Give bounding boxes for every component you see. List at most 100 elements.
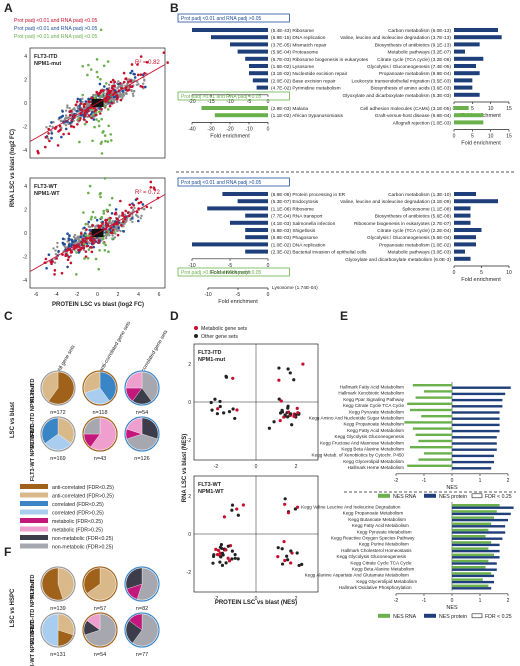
point-green	[93, 96, 97, 100]
bar-up	[454, 213, 471, 218]
enrichment-section-0: Prot padj <0.01 and RNA padj >0.05 (5.4E-…	[177, 13, 512, 119]
point-red	[76, 123, 79, 126]
point-red	[44, 135, 48, 139]
point-blue	[92, 118, 96, 121]
point-other	[224, 374, 228, 378]
point-metabolic	[283, 558, 287, 563]
point-gray	[56, 245, 59, 249]
point-other	[224, 561, 228, 565]
bar-nes-rna	[452, 566, 486, 569]
point-blue	[74, 239, 78, 242]
point-green	[106, 60, 110, 63]
point-red	[119, 98, 123, 102]
legend-label: anti-correlated (FDR<0.25)	[52, 485, 114, 491]
point-gray	[66, 104, 69, 107]
point-gray	[69, 254, 72, 258]
panel-letter-a: A	[4, 1, 13, 15]
point-green	[110, 196, 114, 200]
term-label: Glyoxylate and dicarboxylate metabolism …	[345, 257, 451, 263]
point-red	[115, 97, 119, 101]
point-metabolic	[216, 548, 221, 552]
point-gray	[132, 94, 135, 98]
point-other	[267, 426, 271, 430]
point-gray	[116, 100, 119, 103]
point-blue	[64, 127, 68, 131]
bar-up	[454, 242, 476, 247]
point-gray	[140, 214, 143, 218]
term-label: Hallmark Heme Metabolism	[348, 465, 405, 470]
tick-label: 0	[24, 101, 27, 107]
point-gray	[81, 100, 84, 104]
point-gray	[131, 92, 135, 95]
point-red	[47, 127, 50, 131]
point-other	[219, 555, 223, 559]
bar-nes-rna	[407, 464, 452, 467]
point-green	[102, 130, 105, 133]
point-blue	[50, 132, 54, 135]
point-green	[99, 195, 102, 199]
term-label: Kegg Fatty Acid Metabolism	[352, 523, 409, 528]
term-label: Kegg Amino And Nucleotide Sugar Metaboli…	[309, 416, 404, 421]
point-red	[37, 151, 40, 155]
point-green	[107, 124, 111, 128]
point-red	[139, 73, 143, 77]
tick-label: 0	[453, 134, 456, 140]
term-label: Kegg Propanoate Metabolism	[343, 511, 404, 516]
term-label: Kegg Butanoate Metabolism	[348, 517, 406, 522]
point-red	[68, 113, 72, 117]
point-other	[280, 410, 285, 414]
bar-up	[454, 92, 480, 97]
point-gray	[102, 92, 105, 95]
point-red	[58, 128, 62, 132]
point-red	[107, 89, 111, 93]
bar-down	[201, 106, 268, 110]
point-blue	[61, 237, 65, 241]
point-green	[87, 234, 90, 238]
term-label: Kegg Glycolysis Gluconeogenesis	[335, 434, 405, 439]
point-gray	[68, 107, 71, 110]
point-gray	[72, 119, 75, 122]
point-blue	[84, 100, 88, 103]
bar-nes-rna	[452, 578, 483, 581]
tick-label: 0	[24, 231, 27, 237]
point-green	[82, 211, 85, 214]
bar-nes-rna	[452, 572, 492, 575]
term-label: Metabolic pathways (3.0E-03)	[388, 250, 452, 256]
point-metabolic	[289, 561, 293, 565]
enrichment-section-1: Prot padj >0.01 and RNA padj <0.05 (2.9E-…	[177, 91, 512, 147]
point-gray	[142, 82, 145, 85]
point-gray	[119, 229, 122, 233]
point-blue	[70, 243, 74, 246]
bar-nes-rna	[410, 446, 452, 449]
legend-swatch	[20, 526, 48, 532]
genotype-label: NPM1-WT	[34, 191, 60, 197]
bar-nes-protein	[452, 574, 494, 578]
point-other	[230, 503, 235, 507]
point-metabolic	[226, 556, 230, 560]
term-label: Valine, leucine and isoleucine degradati…	[340, 35, 451, 41]
point-red	[162, 51, 166, 54]
point-gray	[73, 233, 77, 237]
point-red	[115, 217, 119, 221]
point-green	[102, 209, 106, 213]
term-label: Lysosome (1.74E-04)	[272, 285, 318, 291]
legend-label: non-metabolic (FDR<0.25)	[52, 536, 114, 542]
point-red	[94, 113, 98, 117]
point-red	[90, 250, 94, 254]
term-label: Kegg Alanine Aspartate And Glutamate Met…	[305, 573, 409, 578]
point-red	[91, 224, 94, 227]
point-red	[92, 241, 95, 245]
tick-label: -2	[187, 438, 192, 444]
point-red	[93, 106, 96, 110]
point-gray	[51, 125, 54, 129]
pie-slice	[48, 371, 75, 405]
term-label: Spliceosome (1.1E-08)	[402, 206, 451, 212]
bar-down	[252, 78, 268, 83]
point-blue	[69, 245, 73, 248]
bar-nes-protein	[452, 587, 492, 590]
bar-up	[454, 199, 498, 204]
genotype-label: FLT3-WT	[34, 184, 58, 190]
point-green	[97, 267, 100, 271]
